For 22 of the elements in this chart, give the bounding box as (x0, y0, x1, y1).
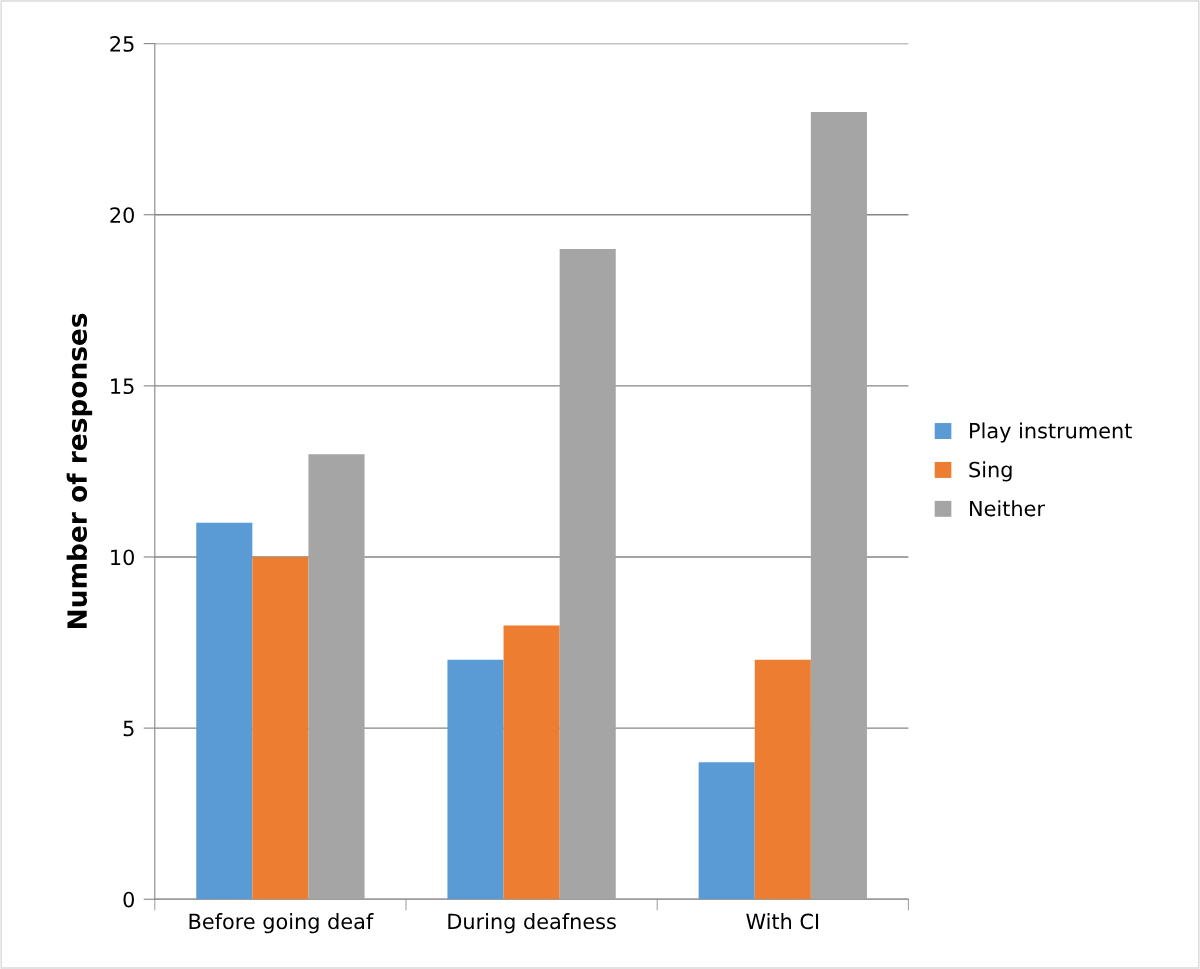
bar (447, 659, 504, 900)
x-tick-label: With CI (746, 913, 819, 930)
y-tick-label: 10 (111, 549, 134, 566)
y-tick-label: 0 (123, 891, 134, 908)
y-tick-label: 25 (110, 36, 134, 52)
bar (698, 762, 755, 900)
y-tick-label: 5 (123, 720, 134, 737)
bar (503, 625, 560, 900)
y-axis-title: Number of responses (66, 313, 93, 628)
x-tick-label: During deafness (448, 913, 616, 934)
bar (559, 248, 616, 900)
bar (252, 556, 309, 900)
bar (754, 659, 811, 900)
legend-label: Sing (969, 461, 1012, 482)
y-tick-label: 15 (111, 378, 134, 395)
bar (308, 454, 365, 900)
legend-label: Neither (970, 500, 1045, 517)
x-tick-label: Before going deaf (189, 913, 374, 934)
y-tick-label: 20 (110, 207, 134, 223)
bar (810, 112, 867, 900)
bar (196, 522, 253, 900)
legend-label: Play instrument (970, 422, 1132, 443)
